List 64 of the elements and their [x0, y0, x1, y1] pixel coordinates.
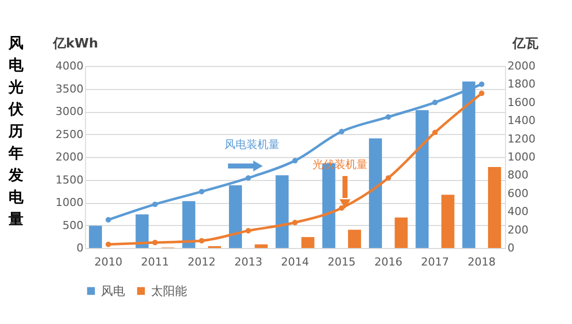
bar	[182, 201, 196, 248]
y2-tick-label: 0	[508, 242, 514, 254]
point	[338, 128, 344, 134]
point	[198, 238, 204, 244]
point	[478, 81, 484, 87]
point	[478, 90, 484, 96]
bar	[394, 218, 408, 248]
y2-tick-label: 200	[508, 223, 528, 236]
point	[432, 100, 438, 106]
bar	[276, 175, 289, 248]
x-tick-label: 2012	[188, 256, 216, 268]
y2-tick-label: 400	[508, 205, 528, 218]
bar	[88, 226, 102, 248]
point	[106, 242, 112, 248]
x-tick-label: 2011	[141, 256, 169, 268]
bar	[488, 167, 502, 248]
series-label: 风电装机量	[224, 138, 280, 151]
x-tick-label: 2017	[421, 256, 449, 268]
y-tick-label: 2500	[56, 128, 84, 141]
point	[246, 228, 252, 234]
bar	[136, 214, 149, 248]
x-tick-label: 2016	[374, 256, 402, 268]
y-tick-label: 1500	[56, 173, 84, 186]
x-tick-label: 2013	[234, 256, 262, 268]
x-tick-label: 2015	[328, 256, 356, 268]
point	[292, 220, 298, 226]
y2-tick-label: 1000	[508, 150, 536, 164]
bar	[301, 237, 314, 248]
point	[386, 114, 392, 120]
y2-tick-label: 2000	[508, 60, 536, 72]
y2-tick-label: 1800	[508, 78, 536, 91]
bar	[368, 138, 382, 248]
point	[106, 217, 112, 223]
y-tick-label: 3000	[56, 105, 84, 118]
y-tick-label: 3500	[56, 82, 84, 96]
point	[152, 202, 158, 208]
y-tick-label: 0	[76, 242, 84, 254]
y2-tick-label: 1400	[508, 114, 536, 128]
legend-label: 风电	[101, 284, 125, 298]
y2-tick-label: 600	[508, 186, 528, 200]
x-tick-label: 2010	[94, 256, 122, 268]
y2-tick-label: 1600	[508, 96, 536, 109]
point	[432, 130, 438, 136]
chart-title: 风电光伏历年发电量	[8, 34, 24, 228]
y-axis-title: 亿kWh	[52, 36, 98, 52]
point	[152, 240, 158, 246]
y2-axis-title: 亿瓦	[512, 36, 538, 52]
y-tick-label: 1000	[56, 196, 84, 209]
x-tick-label: 2018	[468, 256, 496, 268]
point	[198, 188, 204, 194]
y-tick-label: 500	[62, 218, 84, 232]
y-tick-label: 2000	[56, 150, 84, 164]
bar	[348, 230, 362, 248]
y-tick-label: 4000	[56, 60, 84, 72]
bar	[441, 194, 454, 248]
point	[338, 205, 344, 211]
bar	[254, 244, 268, 248]
y2-tick-label: 1200	[508, 132, 536, 146]
point	[246, 175, 252, 181]
point	[386, 175, 392, 181]
legend-label: 太阳能	[151, 284, 187, 298]
y2-tick-label: 800	[508, 168, 528, 182]
x-tick-label: 2014	[281, 256, 309, 268]
point	[292, 158, 298, 164]
